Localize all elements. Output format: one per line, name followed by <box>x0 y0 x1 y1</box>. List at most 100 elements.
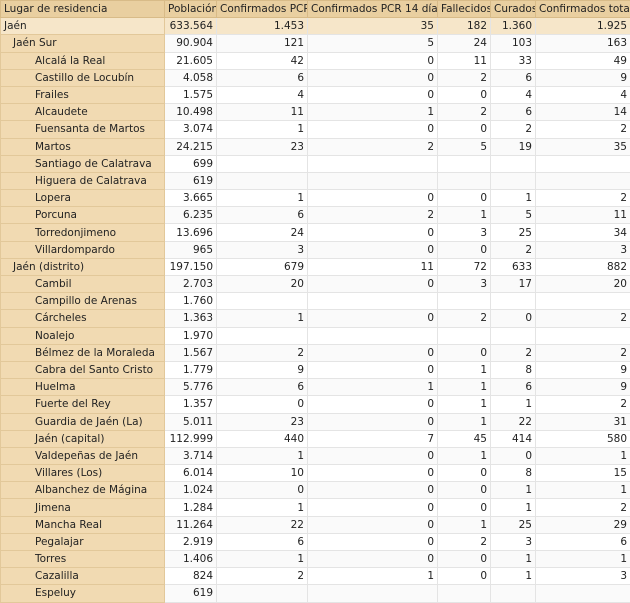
value-cell: 2 <box>437 309 491 328</box>
value-cell: 1 <box>216 446 308 466</box>
value-cell: 19 <box>490 137 536 156</box>
value-cell: 619 <box>164 584 217 603</box>
value-cell: 2 <box>307 206 438 225</box>
value-cell: 197.150 <box>164 257 217 277</box>
value-cell: 6 <box>216 532 308 552</box>
column-header: Confirmados PCR 14 días <box>307 0 438 19</box>
table-row: Bélmez de la Moraleda 1.567 2 0 0 2 2 <box>0 343 630 362</box>
place-cell: Jaén (capital) <box>0 429 165 448</box>
value-cell <box>490 584 536 603</box>
place-cell: Noalejo <box>0 326 165 345</box>
table-row: Cabra del Santo Cristo 1.779 9 0 1 8 9 <box>0 360 630 380</box>
value-cell: 49 <box>535 51 630 70</box>
value-cell: 0 <box>307 481 438 500</box>
table-row: Guardia de Jaén (La) 5.011 23 0 1 22 31 <box>0 412 630 431</box>
value-cell <box>535 171 630 191</box>
value-cell: 20 <box>535 274 630 294</box>
value-cell: 0 <box>437 120 491 139</box>
value-cell: 414 <box>490 429 536 448</box>
value-cell: 0 <box>307 51 438 70</box>
value-cell: 633.564 <box>164 17 217 36</box>
value-cell: 2 <box>535 498 630 517</box>
value-cell: 5 <box>307 34 438 53</box>
place-cell: Santiago de Calatrava <box>0 154 165 173</box>
table-row: Cazalilla 824 2 1 0 1 3 <box>0 567 630 586</box>
value-cell: 15 <box>535 464 630 483</box>
value-cell: 10.498 <box>164 103 217 122</box>
place-cell: Guardia de Jaén (La) <box>0 412 165 431</box>
value-cell: 3 <box>535 240 630 259</box>
value-cell: 2 <box>437 68 491 87</box>
table-row: Alcaudete 10.498 11 1 2 6 14 <box>0 103 630 122</box>
value-cell: 35 <box>307 17 438 36</box>
place-cell: Torredonjimeno <box>0 223 165 242</box>
place-cell: Porcuna <box>0 206 165 225</box>
place-cell: Bélmez de la Moraleda <box>0 343 165 362</box>
value-cell: 121 <box>216 34 308 53</box>
table-row: Fuerte del Rey 1.357 0 0 1 1 2 <box>0 395 630 414</box>
value-cell: 1.406 <box>164 549 217 569</box>
value-cell <box>437 292 491 311</box>
value-cell <box>490 292 536 311</box>
value-cell: 5.776 <box>164 378 217 397</box>
value-cell: 0 <box>437 343 491 362</box>
value-cell <box>307 292 438 311</box>
value-cell: 2 <box>437 103 491 122</box>
value-cell: 23 <box>216 412 308 431</box>
place-cell: Albanchez de Mágina <box>0 481 165 500</box>
value-cell: 0 <box>437 567 491 586</box>
value-cell: 24 <box>216 223 308 242</box>
value-cell: 6 <box>535 532 630 552</box>
value-cell <box>437 154 491 173</box>
value-cell: 6 <box>216 206 308 225</box>
column-header: Lugar de residencia <box>0 0 165 19</box>
value-cell: 0 <box>307 274 438 294</box>
place-cell: Alcalá la Real <box>0 51 165 70</box>
column-header: Confirmados total <box>535 0 630 19</box>
place-cell: Espeluy <box>0 584 165 603</box>
value-cell: 72 <box>437 257 491 277</box>
value-cell: 1.360 <box>490 17 536 36</box>
value-cell: 1 <box>490 549 536 569</box>
column-header: Curados <box>490 0 536 19</box>
value-cell: 1.567 <box>164 343 217 362</box>
place-cell: Alcaudete <box>0 103 165 122</box>
table-row: Pegalajar 2.919 6 0 2 3 6 <box>0 532 630 552</box>
value-cell: 1 <box>490 481 536 500</box>
table-row: Cambil 2.703 20 0 3 17 20 <box>0 274 630 294</box>
table-row: Villares (Los) 6.014 10 0 0 8 15 <box>0 464 630 483</box>
value-cell: 31 <box>535 412 630 431</box>
value-cell: 3.665 <box>164 189 217 208</box>
value-cell: 1.925 <box>535 17 630 36</box>
value-cell: 6 <box>216 378 308 397</box>
value-cell: 3 <box>216 240 308 259</box>
place-cell: Fuerte del Rey <box>0 395 165 414</box>
value-cell: 25 <box>490 223 536 242</box>
value-cell: 2.919 <box>164 532 217 552</box>
place-cell: Cambil <box>0 274 165 294</box>
value-cell: 1.575 <box>164 85 217 105</box>
value-cell: 0 <box>437 549 491 569</box>
value-cell <box>307 154 438 173</box>
value-cell <box>535 154 630 173</box>
value-cell <box>437 584 491 603</box>
value-cell: 11.264 <box>164 515 217 534</box>
value-cell: 0 <box>216 481 308 500</box>
place-cell: Castillo de Locubín <box>0 68 165 87</box>
place-cell: Jaén (distrito) <box>0 257 165 277</box>
value-cell: 0 <box>307 464 438 483</box>
place-cell: Mancha Real <box>0 515 165 534</box>
value-cell: 0 <box>307 515 438 534</box>
table-row: Villardompardo 965 3 0 0 2 3 <box>0 240 630 259</box>
value-cell <box>437 326 491 345</box>
value-cell: 2 <box>437 532 491 552</box>
table-row: Fuensanta de Martos 3.074 1 0 0 2 2 <box>0 120 630 139</box>
value-cell: 24 <box>437 34 491 53</box>
value-cell: 965 <box>164 240 217 259</box>
place-cell: Fuensanta de Martos <box>0 120 165 139</box>
value-cell: 1 <box>307 378 438 397</box>
value-cell: 25 <box>490 515 536 534</box>
value-cell: 3.714 <box>164 446 217 466</box>
value-cell <box>216 326 308 345</box>
